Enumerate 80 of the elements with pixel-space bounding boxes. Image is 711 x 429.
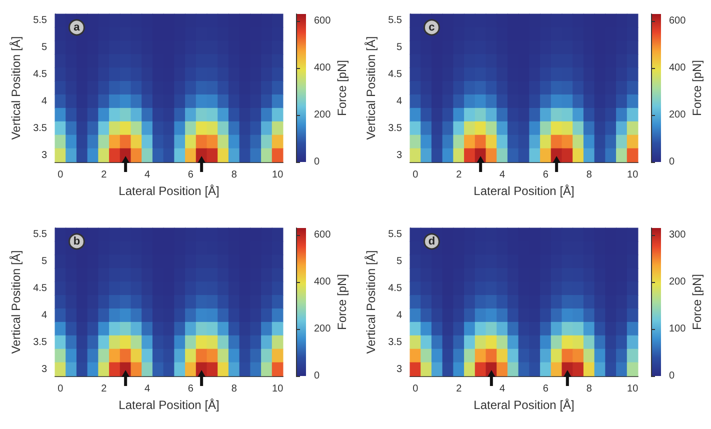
y-tick-label: 3 [396,364,402,375]
x-axis-title: Lateral Position [Å] [474,184,574,198]
x-tick-label: 8 [586,170,592,180]
x-tick-label: 0 [412,170,419,180]
y-tick-label: 5 [396,42,402,54]
x-tick-label: 2 [456,170,462,180]
color-bar-label: 0 [314,156,320,168]
y-tick-label: 3.5 [388,122,402,134]
y-tick-label: 5.5 [388,229,402,240]
x-tick-label: 2 [101,170,108,180]
annotation: c [428,21,435,34]
x-tick-label: 4 [144,170,151,180]
y-tick-label: 5 [41,256,48,268]
y-tick-label: 4 [396,310,402,321]
color-bar-title: Force [pN] [690,60,704,116]
color-bar-title: Force [pN] [335,274,349,330]
y-axis-title: Vertical Position [Å] [9,250,24,354]
x-tick-label: 0 [58,170,64,180]
color-bar-label: 400 [669,62,686,74]
annotation: d [428,235,436,248]
y-tick-label: 5 [41,42,48,54]
x-tick-label: 10 [272,170,284,180]
x-tick-label: 8 [231,384,238,394]
y-tick-label: 4.5 [388,69,402,80]
color-bar-label: 0 [669,370,675,382]
y-tick-label: 5.5 [388,15,402,26]
x-axis-title: Lateral Position [Å] [118,398,220,412]
color-bar-label: 200 [314,324,332,335]
x-tick-label: 6 [542,384,549,394]
x-axis-title: Lateral Position [Å] [118,184,220,198]
y-tick-label: 4.5 [388,283,402,294]
color-bar-label: 300 [669,230,686,241]
x-tick-label: 6 [188,170,194,180]
y-tick-label: 3 [41,150,48,161]
y-tick-label: 4 [41,96,48,107]
y-tick-label: 5 [396,256,402,268]
annotation: b [73,235,80,248]
y-tick-label: 3 [41,364,48,375]
x-tick-label: 2 [101,384,108,394]
x-tick-label: 0 [412,384,419,394]
y-tick-label: 3.5 [388,336,402,348]
x-tick-label: 4 [500,170,506,180]
y-tick-label: 4.5 [33,69,48,80]
y-tick-label: 5.5 [33,229,48,240]
y-axis-title: Vertical Position [Å] [364,36,378,140]
color-bar-title: Force [pN] [690,274,704,330]
color-bar-label: 400 [314,62,332,74]
y-tick-label: 4 [396,96,402,107]
x-tick-label: 0 [58,384,64,394]
y-tick-label: 4.5 [33,283,48,294]
color-bar-label: 600 [314,230,332,241]
color-bar-label: 600 [314,16,332,27]
x-tick-label: 10 [627,170,639,180]
annotation: a [74,21,81,34]
x-tick-label: 6 [542,170,549,180]
y-axis-title: Vertical Position [Å] [364,250,378,354]
x-tick-label: 8 [231,170,238,180]
x-tick-label: 8 [586,384,592,394]
color-bar-label: 200 [314,110,332,121]
x-tick-label: 4 [144,384,151,394]
x-tick-label: 4 [500,384,506,394]
x-tick-label: 10 [627,384,639,394]
y-tick-label: 3 [396,150,402,161]
y-tick-label: 4 [41,310,48,321]
color-bar-label: 200 [669,276,686,288]
y-tick-label: 3.5 [33,336,48,348]
color-bar-label: 0 [314,370,320,382]
color-bar-title: Force [pN] [335,60,349,116]
color-bar-label: 600 [669,16,686,27]
y-tick-label: 5.5 [33,15,48,26]
color-bar-label: 400 [314,276,332,288]
color-bar-label: 100 [669,324,686,335]
x-axis-title: Lateral Position [Å] [474,398,574,412]
x-tick-label: 6 [188,384,194,394]
y-axis-title: Vertical Position [Å] [9,36,24,140]
y-tick-label: 3.5 [33,122,48,134]
color-bar-label: 0 [669,156,675,168]
color-bar-label: 200 [669,110,686,121]
x-tick-label: 2 [456,384,462,394]
x-tick-label: 10 [272,384,284,394]
